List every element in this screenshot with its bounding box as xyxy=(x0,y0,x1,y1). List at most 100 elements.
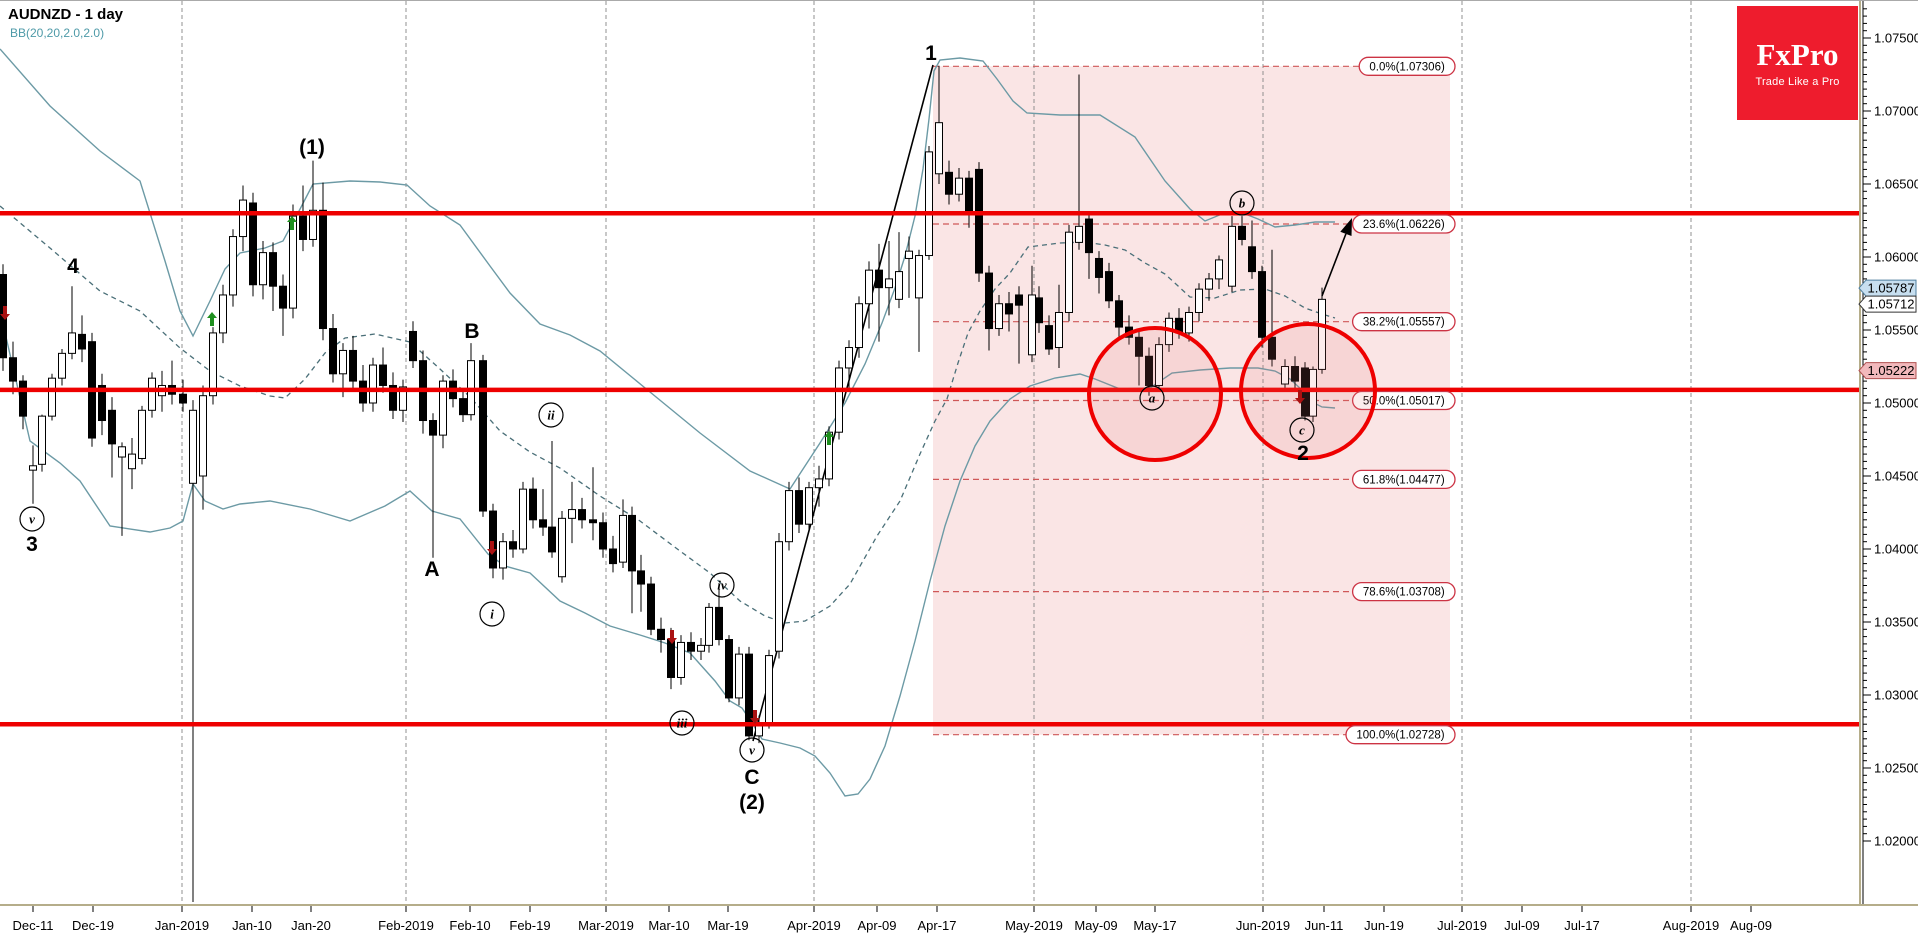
candle-body xyxy=(189,409,197,484)
candle-body xyxy=(459,398,467,416)
candle-body xyxy=(1195,288,1203,313)
price-axis-label: 1.04000 xyxy=(1874,542,1918,557)
date-axis-label: Feb-10 xyxy=(449,918,490,933)
candle-body xyxy=(519,488,527,550)
price-axis-label: 1.04500 xyxy=(1874,469,1918,484)
price-marker-box xyxy=(1858,362,1917,380)
fxpro-logo-tagline: Trade Like a Pro xyxy=(1755,75,1840,88)
sell-arrow-icon xyxy=(750,710,760,724)
date-axis-label: Apr-2019 xyxy=(787,918,840,933)
candle-body xyxy=(1185,311,1193,334)
price-axis-label: 1.03000 xyxy=(1874,688,1918,703)
candle-body xyxy=(578,509,586,521)
candle-body xyxy=(58,352,66,379)
candle-body xyxy=(1238,225,1246,240)
candle-body xyxy=(995,303,1003,330)
candle-body xyxy=(1105,271,1113,302)
analysis-circle xyxy=(1239,322,1377,460)
wave-circle xyxy=(739,737,765,763)
wave-label: B xyxy=(464,320,479,343)
candle-body xyxy=(865,269,873,305)
candle-body xyxy=(1318,298,1326,370)
wave-label: 1 xyxy=(925,42,937,65)
fib-label-box xyxy=(1345,725,1456,745)
candle-body xyxy=(667,639,675,678)
candle-body xyxy=(775,541,783,652)
wave-label: A xyxy=(424,558,439,581)
fib-label-box xyxy=(1351,312,1456,332)
candle-body xyxy=(925,151,933,257)
candle-body xyxy=(429,420,437,436)
candle-body xyxy=(795,490,803,525)
sell-arrow-icon xyxy=(487,541,497,555)
price-axis[interactable]: 1.07500 1.07000 1.06500 1.06000 1.05500 1.050… xyxy=(1863,8,1918,849)
date-axis-label: Jun-2019 xyxy=(1236,918,1290,933)
candle-body xyxy=(499,541,507,569)
buy-arrow-icon xyxy=(824,431,834,445)
candle-body xyxy=(875,269,883,289)
bb-upper-band xyxy=(0,48,1335,490)
price-marker-text: 1.05712 xyxy=(1868,297,1915,312)
candle-body xyxy=(1215,259,1223,280)
candle-body xyxy=(148,377,156,411)
candle-body xyxy=(269,252,277,287)
fib-label-text: 100.0%(1.02728) xyxy=(1356,730,1444,742)
wave-circled-label: ii xyxy=(547,408,555,423)
candle-body xyxy=(885,278,893,289)
price-marker-text: 1.05787 xyxy=(1868,281,1915,296)
candle-body xyxy=(489,510,497,569)
candle-body xyxy=(199,395,207,477)
candle-body xyxy=(409,330,417,362)
fib-label-box xyxy=(1351,214,1456,234)
candle-body xyxy=(98,384,106,422)
candle-body xyxy=(239,199,247,238)
candle-body xyxy=(78,333,86,350)
candle-body xyxy=(548,526,556,553)
wave-circled-label: a xyxy=(1149,391,1156,406)
candle-body xyxy=(725,639,733,699)
candle-body xyxy=(845,347,853,369)
candle-body xyxy=(895,271,903,300)
candle-body xyxy=(329,328,337,375)
candle-body xyxy=(138,409,146,459)
candle-body xyxy=(609,548,617,565)
price-axis-label: 1.07000 xyxy=(1874,104,1918,119)
buy-arrow-icon xyxy=(207,312,217,326)
price-axis-label: 1.06500 xyxy=(1874,177,1918,192)
wave-circled-label: iii xyxy=(677,716,688,731)
candle-body xyxy=(1248,246,1256,273)
candle-body xyxy=(379,364,387,386)
candle-body xyxy=(1205,278,1213,290)
wave-circle xyxy=(538,402,564,428)
candle-body xyxy=(439,380,447,436)
fib-label-box xyxy=(1351,469,1456,490)
candle-body xyxy=(1085,218,1093,254)
wave-label: C xyxy=(744,766,759,789)
date-axis-label: Jul-17 xyxy=(1564,918,1599,933)
wave-circle xyxy=(1139,385,1165,411)
wave-circled-label: iv xyxy=(717,578,727,593)
date-axis-label: May-2019 xyxy=(1005,918,1063,933)
candle-body xyxy=(9,357,17,382)
date-axis-label: Mar-10 xyxy=(648,918,689,933)
candle-body xyxy=(647,583,655,630)
candle-body xyxy=(628,514,636,572)
candle-body xyxy=(389,384,397,411)
wave-label: 2 xyxy=(1297,442,1309,465)
wave-circled-label: i xyxy=(490,607,494,622)
candle-body xyxy=(1035,297,1043,324)
candle-body xyxy=(509,541,517,550)
candle-body xyxy=(637,570,645,585)
date-axis-label: Feb-19 xyxy=(509,918,550,933)
candle-body xyxy=(1045,325,1053,350)
price-axis-label: 1.03500 xyxy=(1874,615,1918,630)
candle-body xyxy=(1228,225,1236,287)
candle-body xyxy=(399,386,407,411)
wave-circle xyxy=(19,506,45,532)
price-axis-label: 1.02500 xyxy=(1874,761,1918,776)
time-axis[interactable]: Dec-11 Dec-19 Jan-2019 Jan-10 Jan-20 Feb-2019… xyxy=(13,906,1772,933)
price-axis-label: 1.05000 xyxy=(1874,396,1918,411)
candle-body xyxy=(128,453,136,470)
